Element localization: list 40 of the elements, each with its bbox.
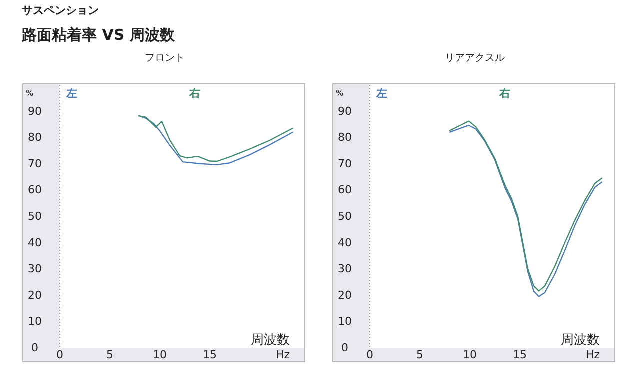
- y-tick-label: 60: [338, 184, 352, 197]
- y-tick-label: 80: [28, 131, 42, 144]
- x-tick-label: 0: [56, 348, 64, 362]
- y-tick-label: 40: [28, 236, 42, 250]
- x-tick-label: 15: [513, 348, 527, 362]
- annotation: 周波数: [561, 333, 600, 348]
- y-tick-label: 20: [28, 288, 42, 302]
- y-tick-label: 70: [338, 157, 352, 170]
- y-tick-label: 50: [338, 210, 352, 223]
- chart-title: フロント: [145, 53, 185, 64]
- text: 右: [188, 87, 200, 100]
- y-tick-label: 60: [28, 184, 42, 197]
- x-tick-label: 5: [416, 348, 424, 362]
- annotation: 周波数: [251, 333, 290, 348]
- y-tick-label: 10: [28, 315, 42, 328]
- x-tick-label: 15: [203, 348, 217, 362]
- y-tick-label: 90: [28, 104, 42, 118]
- chart-title: リアアクスル: [445, 53, 505, 64]
- text: 左: [376, 87, 388, 100]
- y-tick-label: 20: [338, 288, 352, 302]
- text: 右: [498, 87, 510, 100]
- y-tick-label: 70: [28, 157, 42, 170]
- y-tick-label: 30: [338, 262, 352, 276]
- x-tick-label: 5: [106, 348, 114, 362]
- y-tick-label: 10: [338, 315, 352, 328]
- y-tick-label: 30: [28, 262, 42, 276]
- x-tick-label: 10: [153, 348, 167, 362]
- x-tick-label: 0: [366, 348, 374, 362]
- y-tick-label: 40: [338, 236, 352, 250]
- x-axis-title: Hz: [586, 348, 600, 362]
- x-axis-title: Hz: [276, 348, 290, 362]
- y-tick-label: 50: [28, 210, 42, 223]
- text: 路面粘着率 VS 周波数: [21, 26, 176, 44]
- y-axis-title: %: [26, 89, 34, 98]
- text: 左: [66, 87, 78, 100]
- y-tick-label: 90: [338, 104, 352, 118]
- text: サスペンション: [22, 4, 99, 17]
- y-tick-label: 80: [338, 131, 352, 144]
- y-axis-title: %: [336, 89, 344, 98]
- x-tick-label: 10: [463, 348, 477, 362]
